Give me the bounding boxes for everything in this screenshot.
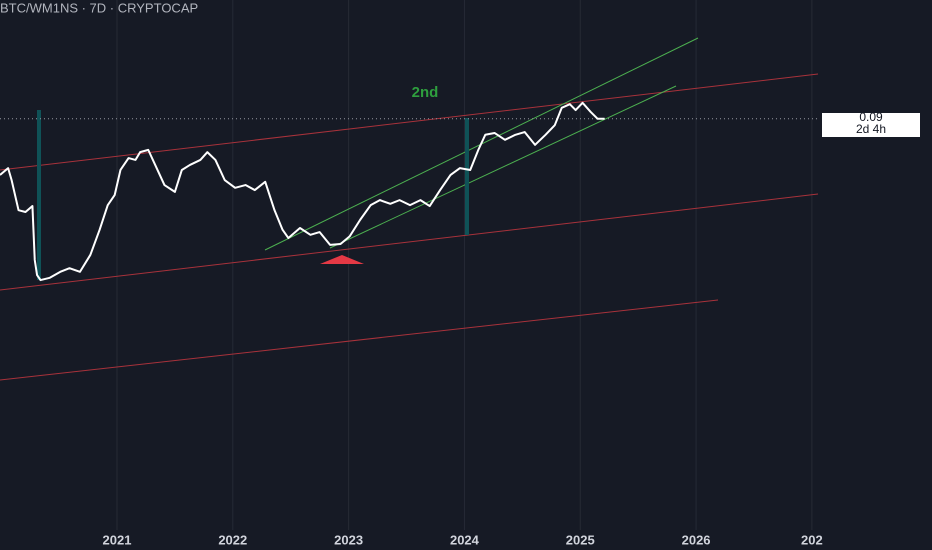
channel-line [329, 85, 677, 249]
x-tick-label: 2021 [103, 532, 132, 547]
plot [0, 101, 820, 282]
arrow-marker [320, 255, 364, 264]
x-tick-label: 2025 [566, 532, 595, 547]
x-tick-label: 2024 [450, 532, 480, 547]
x-tick-label: 202 [801, 532, 823, 547]
vertical-marker [465, 118, 469, 235]
x-tick-label: 2023 [334, 532, 363, 547]
chart-title: BTC/WM1NS · 7D · CRYPTOCAP [0, 0, 198, 15]
trendline [0, 193, 819, 291]
x-tick-label: 2026 [682, 532, 711, 547]
price-label: 0.09 [859, 110, 883, 124]
price-label-box [822, 113, 920, 137]
vertical-marker [37, 110, 41, 280]
x-tick-label: 2022 [218, 532, 247, 547]
annotation: 2nd [412, 84, 439, 101]
countdown: 2d 4h [856, 122, 886, 136]
trendline [0, 299, 719, 381]
price-line-series [0, 101, 605, 282]
trendline [0, 73, 819, 171]
